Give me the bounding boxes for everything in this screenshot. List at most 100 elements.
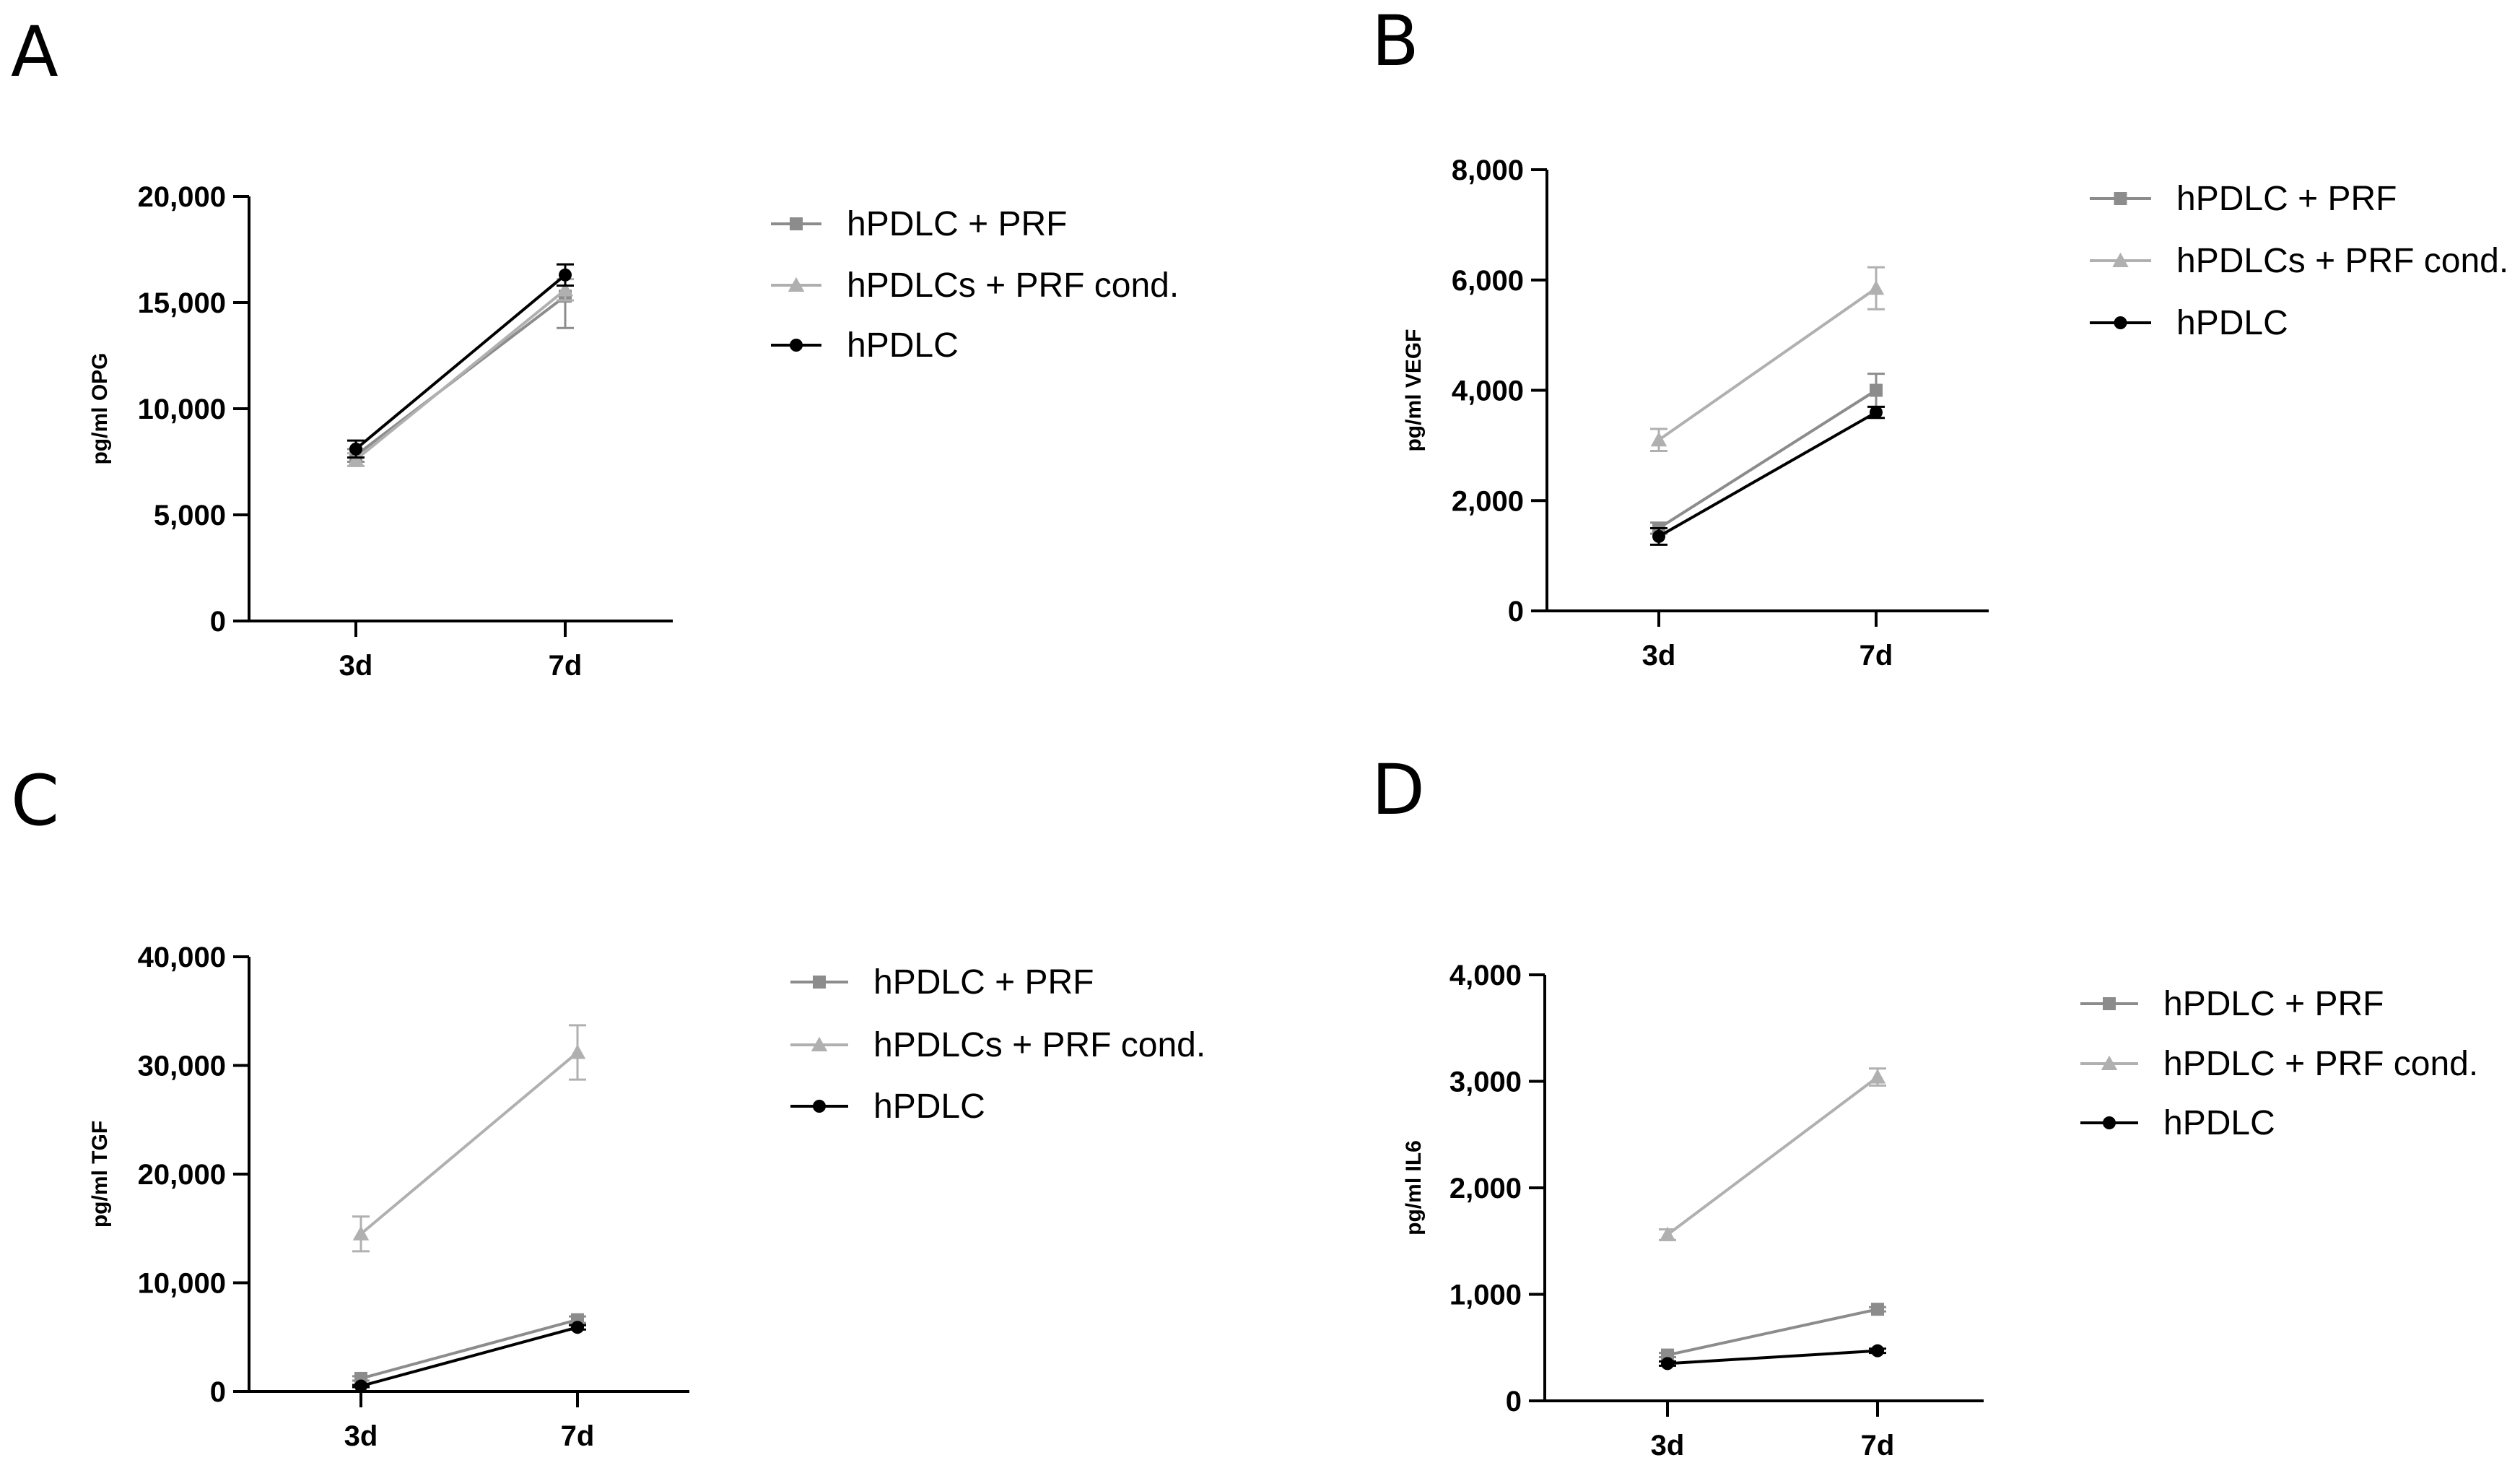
legend-item-hpdlc: hPDLC bbox=[2090, 304, 2288, 342]
legend-label: hPDLC + PRF bbox=[2176, 180, 2397, 218]
data-point-3d bbox=[1659, 1226, 1676, 1241]
legend: hPDLC + PRF hPDLC + PRF cond. hPDLC bbox=[2080, 985, 2478, 1142]
data-point-3d bbox=[352, 1225, 370, 1241]
legend-label: hPDLC + PRF bbox=[2163, 985, 2384, 1023]
series-hpdlc bbox=[1650, 405, 1885, 546]
y-axis-title: pg/ml IL6 bbox=[1402, 1140, 1426, 1235]
legend-item-hpdlc: hPDLC bbox=[771, 326, 959, 365]
legend: hPDLC + PRF hPDLCs + PRF cond. hPDLC bbox=[790, 963, 1205, 1126]
legend-label: hPDLC + PRF cond. bbox=[2163, 1045, 2478, 1083]
legend-label: hPDLC bbox=[873, 1087, 985, 1126]
y-tick-label: 20,000 bbox=[138, 1159, 226, 1191]
series-prf-cond bbox=[352, 1024, 586, 1253]
y-tick-label: 0 bbox=[210, 606, 226, 638]
series-line bbox=[1657, 287, 1878, 441]
series-line bbox=[354, 288, 567, 461]
series-prf-cond bbox=[1659, 1067, 1886, 1241]
legend-label: hPDLCs + PRF cond. bbox=[873, 1026, 1205, 1064]
legend-marker bbox=[788, 277, 805, 292]
legend-marker bbox=[2114, 316, 2127, 329]
y-tick-label: 15,000 bbox=[138, 287, 226, 319]
data-point-7d bbox=[559, 268, 572, 282]
y-tick-label: 0 bbox=[210, 1376, 226, 1408]
series-line bbox=[1667, 1308, 1878, 1357]
legend-label: hPDLCs + PRF cond. bbox=[847, 266, 1179, 305]
y-tick-label: 40,000 bbox=[138, 942, 226, 973]
y-tick-label: 4,000 bbox=[1449, 960, 1522, 991]
y-tick-label: 6,000 bbox=[1452, 265, 1524, 297]
legend-marker bbox=[2103, 1116, 2116, 1129]
legend-item-prf-cond: hPDLCs + PRF cond. bbox=[2090, 242, 2508, 280]
y-tick-label: 10,000 bbox=[138, 394, 226, 425]
legend-label: hPDLC + PRF bbox=[873, 963, 1094, 1002]
legend-item-prf-cond: hPDLCs + PRF cond. bbox=[771, 266, 1179, 305]
legend-item-prf: hPDLC + PRF bbox=[2090, 180, 2397, 218]
y-tick-label: 4,000 bbox=[1452, 375, 1524, 407]
y-tick-label: 10,000 bbox=[138, 1268, 226, 1300]
series-line bbox=[1658, 411, 1877, 538]
series-prf bbox=[1650, 373, 1885, 535]
legend-item-hpdlc: hPDLC bbox=[790, 1087, 985, 1126]
x-tick-label: 3d bbox=[344, 1420, 378, 1452]
panel-label: B bbox=[1372, 1, 1419, 82]
series-hpdlc bbox=[347, 263, 574, 459]
y-tick-label: 8,000 bbox=[1452, 155, 1524, 186]
y-tick-label: 0 bbox=[1508, 596, 1524, 627]
panel-c: C 0 10,000 20,000 30,000 40,000 3d 7d pg/ml TGF h… bbox=[11, 760, 1205, 1452]
legend-item-prf: hPDLC + PRF bbox=[771, 205, 1067, 243]
data-point-3d bbox=[1650, 431, 1667, 447]
data-point-7d bbox=[1870, 406, 1883, 420]
panel-b: B 0 2,000 4,000 6,000 8,000 3d 7d pg/ml VEGF hPDL… bbox=[1372, 1, 2508, 672]
data-point-3d bbox=[1652, 529, 1665, 543]
panel-label: A bbox=[11, 12, 58, 92]
legend-marker bbox=[790, 217, 803, 230]
data-point-7d bbox=[1870, 383, 1883, 397]
y-tick-label: 30,000 bbox=[138, 1051, 226, 1082]
legend-marker bbox=[790, 339, 803, 352]
y-tick-label: 2,000 bbox=[1452, 485, 1524, 517]
data-point-3d bbox=[349, 442, 362, 456]
legend-label: hPDLC + PRF bbox=[847, 205, 1067, 243]
data-point-7d bbox=[1871, 1344, 1884, 1358]
series-hpdlc bbox=[1659, 1344, 1886, 1371]
legend-marker bbox=[2101, 1055, 2118, 1070]
legend-marker bbox=[2103, 997, 2116, 1010]
data-point-3d bbox=[347, 451, 365, 466]
y-tick-label: 20,000 bbox=[138, 181, 226, 213]
y-tick-label: 0 bbox=[1506, 1386, 1522, 1417]
y-tick-label: 1,000 bbox=[1449, 1280, 1522, 1311]
y-tick-label: 5,000 bbox=[154, 500, 226, 531]
panel-label: D bbox=[1372, 750, 1425, 830]
legend-label: hPDLCs + PRF cond. bbox=[2176, 242, 2508, 280]
data-point-7d bbox=[571, 1321, 584, 1334]
series-prf-cond bbox=[1650, 266, 1885, 453]
series-line bbox=[1666, 1076, 1879, 1236]
legend-marker bbox=[813, 1100, 826, 1113]
x-tick-label: 3d bbox=[339, 650, 373, 682]
legend-marker bbox=[811, 1036, 828, 1051]
legend-marker bbox=[2112, 252, 2129, 267]
series-line bbox=[360, 1318, 578, 1380]
data-point-3d bbox=[354, 1379, 367, 1393]
data-point-7d bbox=[569, 1044, 586, 1059]
legend: hPDLC + PRF hPDLCs + PRF cond. hPDLC bbox=[2090, 180, 2508, 342]
legend-marker bbox=[813, 976, 826, 989]
y-tick-label: 3,000 bbox=[1449, 1067, 1522, 1098]
legend-label: hPDLC bbox=[2176, 304, 2288, 342]
x-tick-label: 7d bbox=[561, 1420, 595, 1452]
series-prf bbox=[352, 1313, 586, 1385]
legend-item-hpdlc: hPDLC bbox=[2080, 1104, 2275, 1142]
legend-item-prf-cond: hPDLC + PRF cond. bbox=[2080, 1045, 2478, 1083]
series-hpdlc bbox=[352, 1321, 586, 1393]
data-point-7d bbox=[1867, 279, 1885, 295]
legend: hPDLC + PRF hPDLCs + PRF cond. hPDLC bbox=[771, 205, 1179, 365]
data-point-3d bbox=[1661, 1357, 1674, 1371]
x-tick-label: 7d bbox=[1860, 640, 1893, 672]
panel-label: C bbox=[11, 760, 59, 841]
data-point-7d bbox=[557, 282, 574, 297]
series-line bbox=[359, 1051, 579, 1235]
legend-marker bbox=[2114, 192, 2127, 205]
x-tick-label: 3d bbox=[1651, 1430, 1685, 1462]
legend-item-prf: hPDLC + PRF bbox=[790, 963, 1094, 1002]
